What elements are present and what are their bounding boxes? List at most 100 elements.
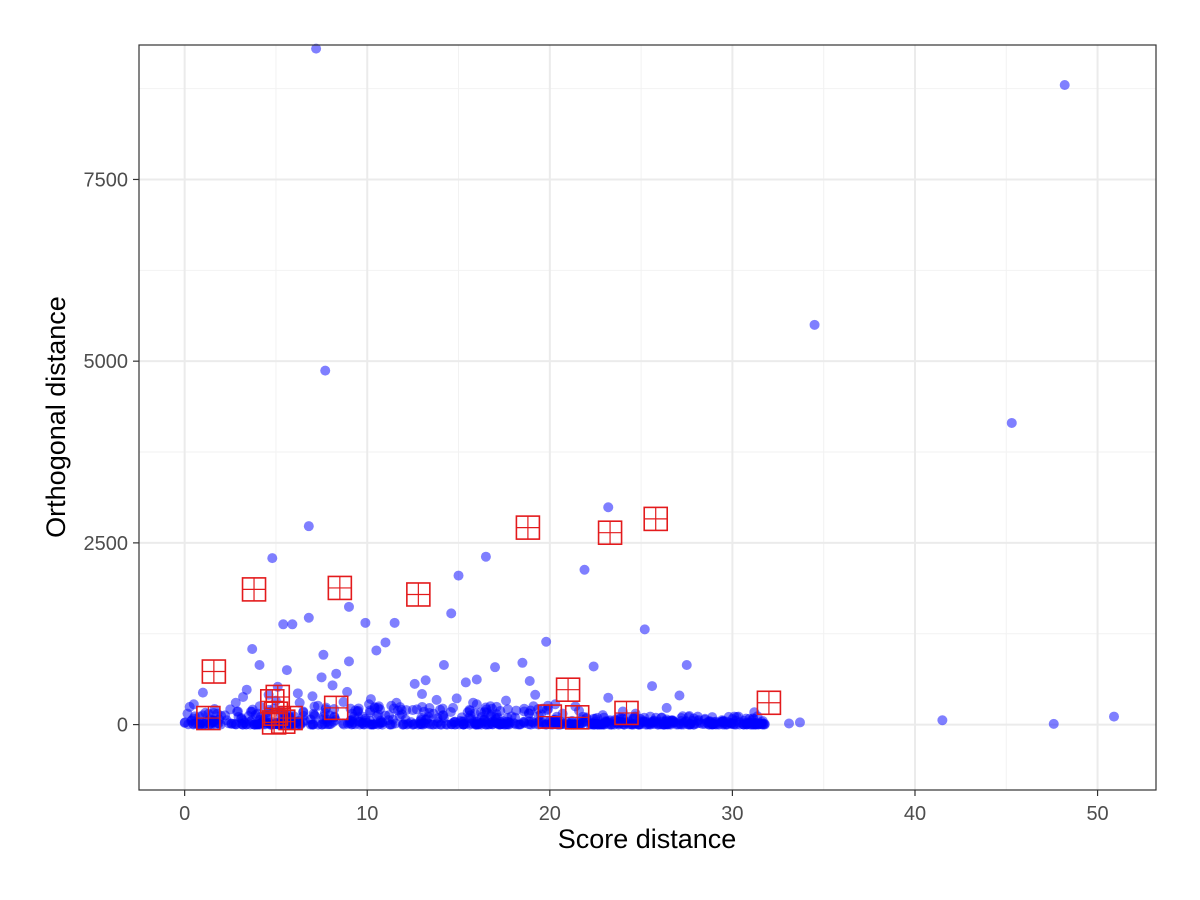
data-point [748, 714, 759, 725]
data-point [237, 719, 248, 730]
data-point [433, 717, 444, 728]
data-point [591, 718, 602, 729]
x-tick-label: 10 [356, 803, 378, 825]
data-point [373, 701, 384, 712]
data-point [479, 714, 490, 725]
data-point [567, 719, 578, 730]
x-axis-title: Score distance [558, 824, 737, 854]
data-point [639, 624, 650, 635]
data-point [311, 43, 322, 54]
data-point [417, 689, 428, 700]
data-point [465, 710, 476, 721]
data-point [530, 689, 541, 700]
data-point [386, 700, 397, 711]
x-tick-label: 0 [179, 803, 190, 825]
data-point [278, 619, 289, 630]
data-point [182, 708, 193, 719]
highlight-marker [201, 659, 227, 684]
data-point [731, 719, 742, 730]
data-point [579, 564, 590, 575]
data-point [511, 705, 522, 716]
data-point [431, 694, 442, 705]
data-point [794, 717, 805, 728]
data-point [603, 692, 614, 703]
data-point [254, 659, 265, 670]
data-point [316, 719, 327, 730]
data-point [331, 668, 342, 679]
data-point [210, 719, 221, 730]
data-point [424, 702, 435, 713]
data-point [497, 719, 508, 730]
data-point [357, 718, 368, 729]
data-point [543, 704, 554, 715]
data-point [409, 678, 420, 689]
highlight-marker [515, 515, 541, 540]
x-axis-ticks: 0 10 20 30 40 50 [179, 790, 1109, 825]
data-point [318, 649, 329, 660]
data-point [308, 708, 319, 719]
x-tick-label: 30 [721, 803, 743, 825]
data-point [408, 719, 419, 730]
data-point [245, 719, 256, 730]
data-point [303, 612, 314, 623]
data-point [307, 691, 318, 702]
x-tick-label: 40 [904, 803, 926, 825]
data-point [738, 719, 749, 730]
data-point [1048, 718, 1059, 729]
data-point [453, 570, 464, 581]
data-point [254, 701, 265, 712]
highlight-marker [564, 705, 590, 730]
data-point [230, 697, 241, 708]
data-point [1059, 79, 1070, 90]
highlight-marker [278, 705, 303, 731]
grid-lines [139, 45, 1156, 790]
data-point [471, 674, 482, 685]
data-point [524, 675, 535, 686]
data-point [401, 705, 412, 716]
data-point [937, 715, 948, 726]
highlight-marker [537, 704, 563, 729]
data-point [320, 365, 331, 376]
data-point [347, 717, 358, 728]
highlight-marker [196, 705, 221, 731]
data-point [588, 661, 599, 672]
data-point [438, 659, 449, 670]
data-point [327, 680, 338, 691]
plot-panel-border [138, 44, 1157, 791]
data-point [270, 695, 281, 706]
data-point [294, 697, 305, 708]
data-point [647, 681, 658, 692]
highlight-marker [643, 506, 669, 532]
data-point [343, 601, 354, 612]
data-point [1109, 711, 1120, 722]
data-point [681, 659, 692, 670]
y-tick-label: 2500 [84, 533, 129, 555]
data-point [454, 719, 465, 730]
data-point [665, 719, 676, 730]
data-point [519, 717, 530, 728]
data-point [287, 619, 298, 630]
data-point [281, 665, 292, 676]
data-point [680, 716, 691, 727]
data-point [320, 704, 331, 715]
highlight-marker [406, 582, 431, 607]
data-point [309, 701, 320, 712]
data-point [419, 717, 430, 728]
data-point [652, 719, 663, 730]
data-point [247, 643, 258, 654]
highlight-marker [265, 684, 291, 710]
data-point [490, 662, 501, 673]
data-point [373, 709, 384, 720]
highlight-marker [261, 710, 287, 735]
data-point [197, 687, 208, 698]
data-point [387, 714, 398, 725]
data-point [360, 617, 371, 628]
data-point [371, 645, 382, 656]
data-point [380, 637, 391, 648]
y-axis-ticks: 0 2500 5000 7500 [84, 169, 139, 737]
data-point [232, 706, 243, 717]
data-point [343, 656, 354, 667]
data-point [446, 608, 457, 619]
